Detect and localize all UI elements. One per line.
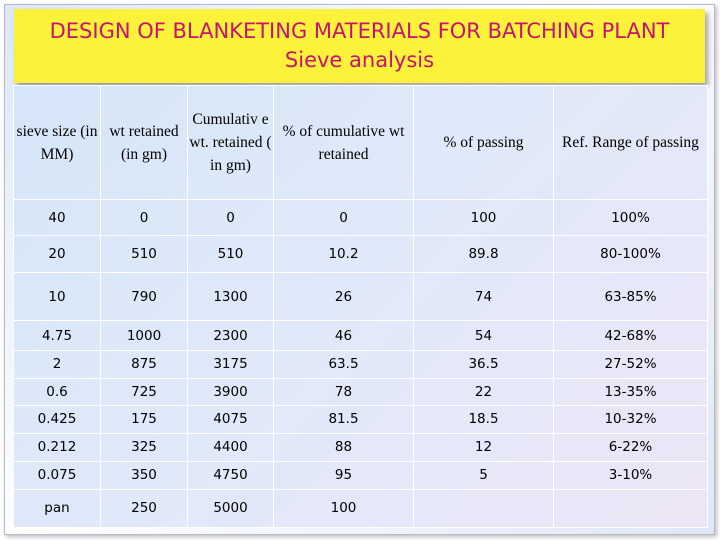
header-percent-cumulative-retained: % of cumulative wt retained — [273, 85, 414, 200]
table-row: 0.6 725 3900 78 22 13-35% — [13, 377, 708, 406]
cell-percent-passing: 18.5 — [413, 404, 554, 434]
cell-percent-cumulative: 0 — [273, 198, 414, 237]
table-row: 0.425 175 4075 81.5 18.5 10-32% — [13, 404, 708, 434]
cell-ref-range: 3-10% — [553, 460, 708, 490]
cell-wt-retained: 1000 — [100, 320, 188, 352]
cell-cumulative-wt: 4075 — [187, 404, 274, 434]
cell-percent-cumulative: 95 — [273, 460, 414, 490]
cell-sieve-size: 4.75 — [13, 320, 101, 352]
cell-cumulative-wt: 3900 — [187, 377, 274, 406]
cell-percent-passing: 22 — [413, 377, 554, 406]
table-row: 0.212 325 4400 88 12 6-22% — [13, 432, 708, 462]
cell-cumulative-wt: 510 — [187, 235, 274, 274]
cell-cumulative-wt: 2300 — [187, 320, 274, 352]
cell-wt-retained: 175 — [100, 404, 188, 434]
header-cumulative-wt-retained: Cumulativ e wt. retained ( in gm) — [187, 85, 274, 200]
cell-sieve-size: 0.6 — [13, 377, 101, 406]
cell-wt-retained: 350 — [100, 460, 188, 490]
cell-ref-range: 27-52% — [553, 350, 708, 379]
header-ref-range: Ref. Range of passing — [553, 85, 708, 200]
cell-percent-passing: 74 — [413, 272, 554, 322]
table-row: 4.75 1000 2300 46 54 42-68% — [13, 320, 708, 352]
cell-percent-cumulative: 26 — [273, 272, 414, 322]
table-row: 0.075 350 4750 95 5 3-10% — [13, 460, 708, 490]
title-banner: DESIGN OF BLANKETING MATERIALS FOR BATCH… — [14, 9, 705, 83]
table-row: 10 790 1300 26 74 63-85% — [13, 272, 708, 322]
cell-wt-retained: 725 — [100, 377, 188, 406]
cell-ref-range: 80-100% — [553, 235, 708, 274]
header-wt-retained: wt retained (in gm) — [100, 85, 188, 200]
cell-percent-cumulative: 100 — [273, 488, 414, 529]
cell-ref-range: 63-85% — [553, 272, 708, 322]
cell-ref-range: 42-68% — [553, 320, 708, 352]
cell-cumulative-wt: 3175 — [187, 350, 274, 379]
header-row: sieve size (in MM) wt retained (in gm) C… — [13, 85, 708, 200]
cell-cumulative-wt: 5000 — [187, 488, 274, 529]
table-row: 20 510 510 10.2 89.8 80-100% — [13, 235, 708, 274]
cell-percent-passing — [413, 488, 554, 529]
cell-ref-range: 10-32% — [553, 404, 708, 434]
table-row: 2 875 3175 63.5 36.5 27-52% — [13, 350, 708, 379]
cell-percent-passing: 5 — [413, 460, 554, 490]
table-row: pan 250 5000 100 — [13, 488, 708, 529]
cell-percent-cumulative: 10.2 — [273, 235, 414, 274]
slide-title: DESIGN OF BLANKETING MATERIALS FOR BATCH… — [49, 19, 670, 43]
cell-percent-cumulative: 46 — [273, 320, 414, 352]
cell-percent-passing: 12 — [413, 432, 554, 462]
cell-sieve-size: 0.425 — [13, 404, 101, 434]
sieve-analysis-table: sieve size (in MM) wt retained (in gm) C… — [13, 85, 708, 529]
cell-sieve-size: 2 — [13, 350, 101, 379]
cell-percent-cumulative: 81.5 — [273, 404, 414, 434]
cell-percent-cumulative: 63.5 — [273, 350, 414, 379]
cell-percent-passing: 89.8 — [413, 235, 554, 274]
slide-subtitle: Sieve analysis — [284, 48, 435, 72]
cell-cumulative-wt: 4750 — [187, 460, 274, 490]
cell-sieve-size: 10 — [13, 272, 101, 322]
cell-sieve-size: pan — [13, 488, 101, 529]
cell-sieve-size: 0.075 — [13, 460, 101, 490]
cell-ref-range: 13-35% — [553, 377, 708, 406]
cell-wt-retained: 790 — [100, 272, 188, 322]
header-sieve-size: sieve size (in MM) — [13, 85, 101, 200]
cell-ref-range — [553, 488, 708, 529]
cell-cumulative-wt: 0 — [187, 198, 274, 237]
cell-sieve-size: 0.212 — [13, 432, 101, 462]
table-row: 40 0 0 0 100 100% — [13, 198, 708, 237]
cell-sieve-size: 40 — [13, 198, 101, 237]
cell-wt-retained: 510 — [100, 235, 188, 274]
cell-percent-cumulative: 88 — [273, 432, 414, 462]
cell-ref-range: 100% — [553, 198, 708, 237]
cell-cumulative-wt: 1300 — [187, 272, 274, 322]
cell-percent-passing: 36.5 — [413, 350, 554, 379]
cell-wt-retained: 875 — [100, 350, 188, 379]
cell-wt-retained: 325 — [100, 432, 188, 462]
cell-sieve-size: 20 — [13, 235, 101, 274]
cell-cumulative-wt: 4400 — [187, 432, 274, 462]
cell-ref-range: 6-22% — [553, 432, 708, 462]
cell-percent-passing: 100 — [413, 198, 554, 237]
cell-wt-retained: 0 — [100, 198, 188, 237]
header-percent-passing: % of passing — [413, 85, 554, 200]
cell-percent-passing: 54 — [413, 320, 554, 352]
cell-wt-retained: 250 — [100, 488, 188, 529]
cell-percent-cumulative: 78 — [273, 377, 414, 406]
